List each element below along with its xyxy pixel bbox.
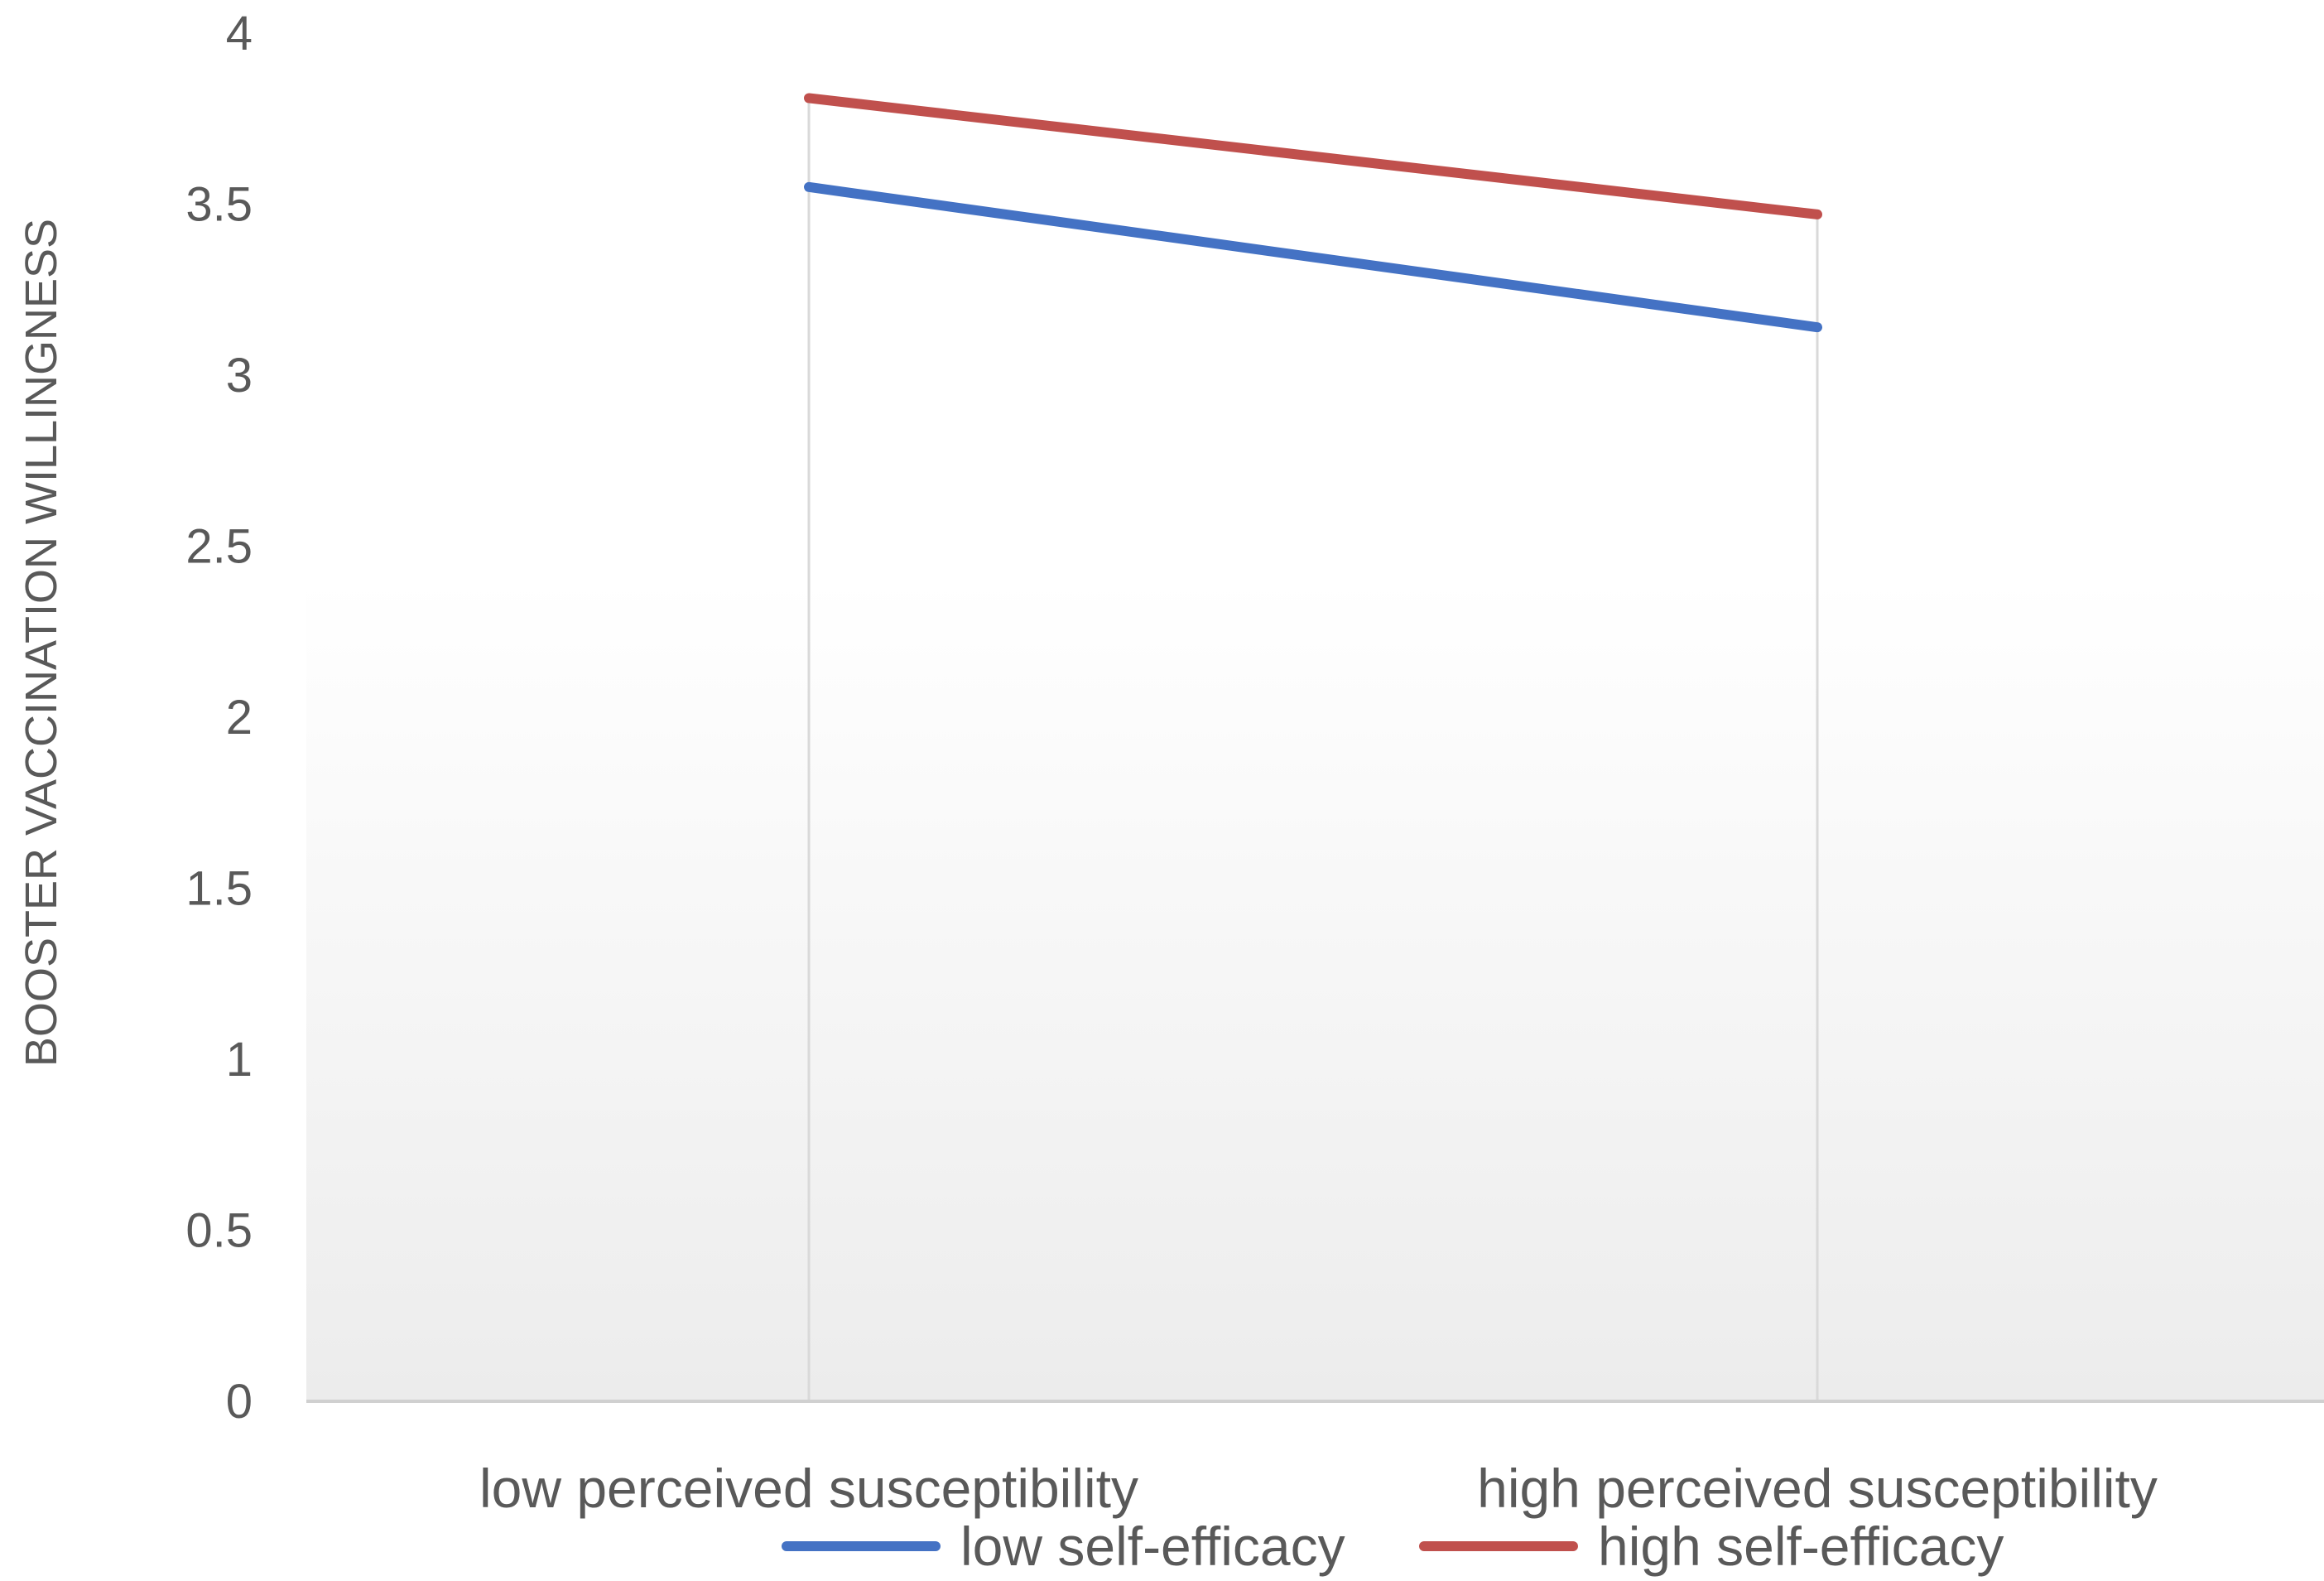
y-tick-label: 0.5 [185,1204,253,1258]
y-axis-ticks: 0 0.5 1 1.5 2 2.5 3 3.5 4 [185,7,253,1429]
y-tick-label: 1 [226,1033,253,1087]
y-tick-label: 1.5 [185,862,253,916]
y-axis-title: BOOSTER VACCINATION WILLINGNESS [17,219,66,1067]
y-tick-label: 3 [226,349,253,402]
y-tick-label: 2 [226,691,253,745]
y-tick-label: 4 [226,7,253,60]
series-line [804,93,1822,219]
legend: low self-efficacy high self-efficacy [782,1516,2004,1577]
y-tick-label: 3.5 [185,178,253,232]
y-tick-label: 0 [226,1375,253,1429]
series-line [804,181,1822,333]
legend-label: low self-efficacy [960,1516,1345,1577]
x-tick-label: low perceived susceptibility [479,1458,1138,1519]
plot-area [306,33,2324,1401]
x-axis-labels: low perceived susceptibility high perceiv… [479,1458,2158,1519]
series-lines [804,93,1822,333]
category-drop-lines [807,98,1819,1401]
x-tick-label: high perceived susceptibility [1477,1458,2158,1519]
legend-label: high self-efficacy [1598,1516,2004,1577]
y-tick-label: 2.5 [185,520,253,574]
